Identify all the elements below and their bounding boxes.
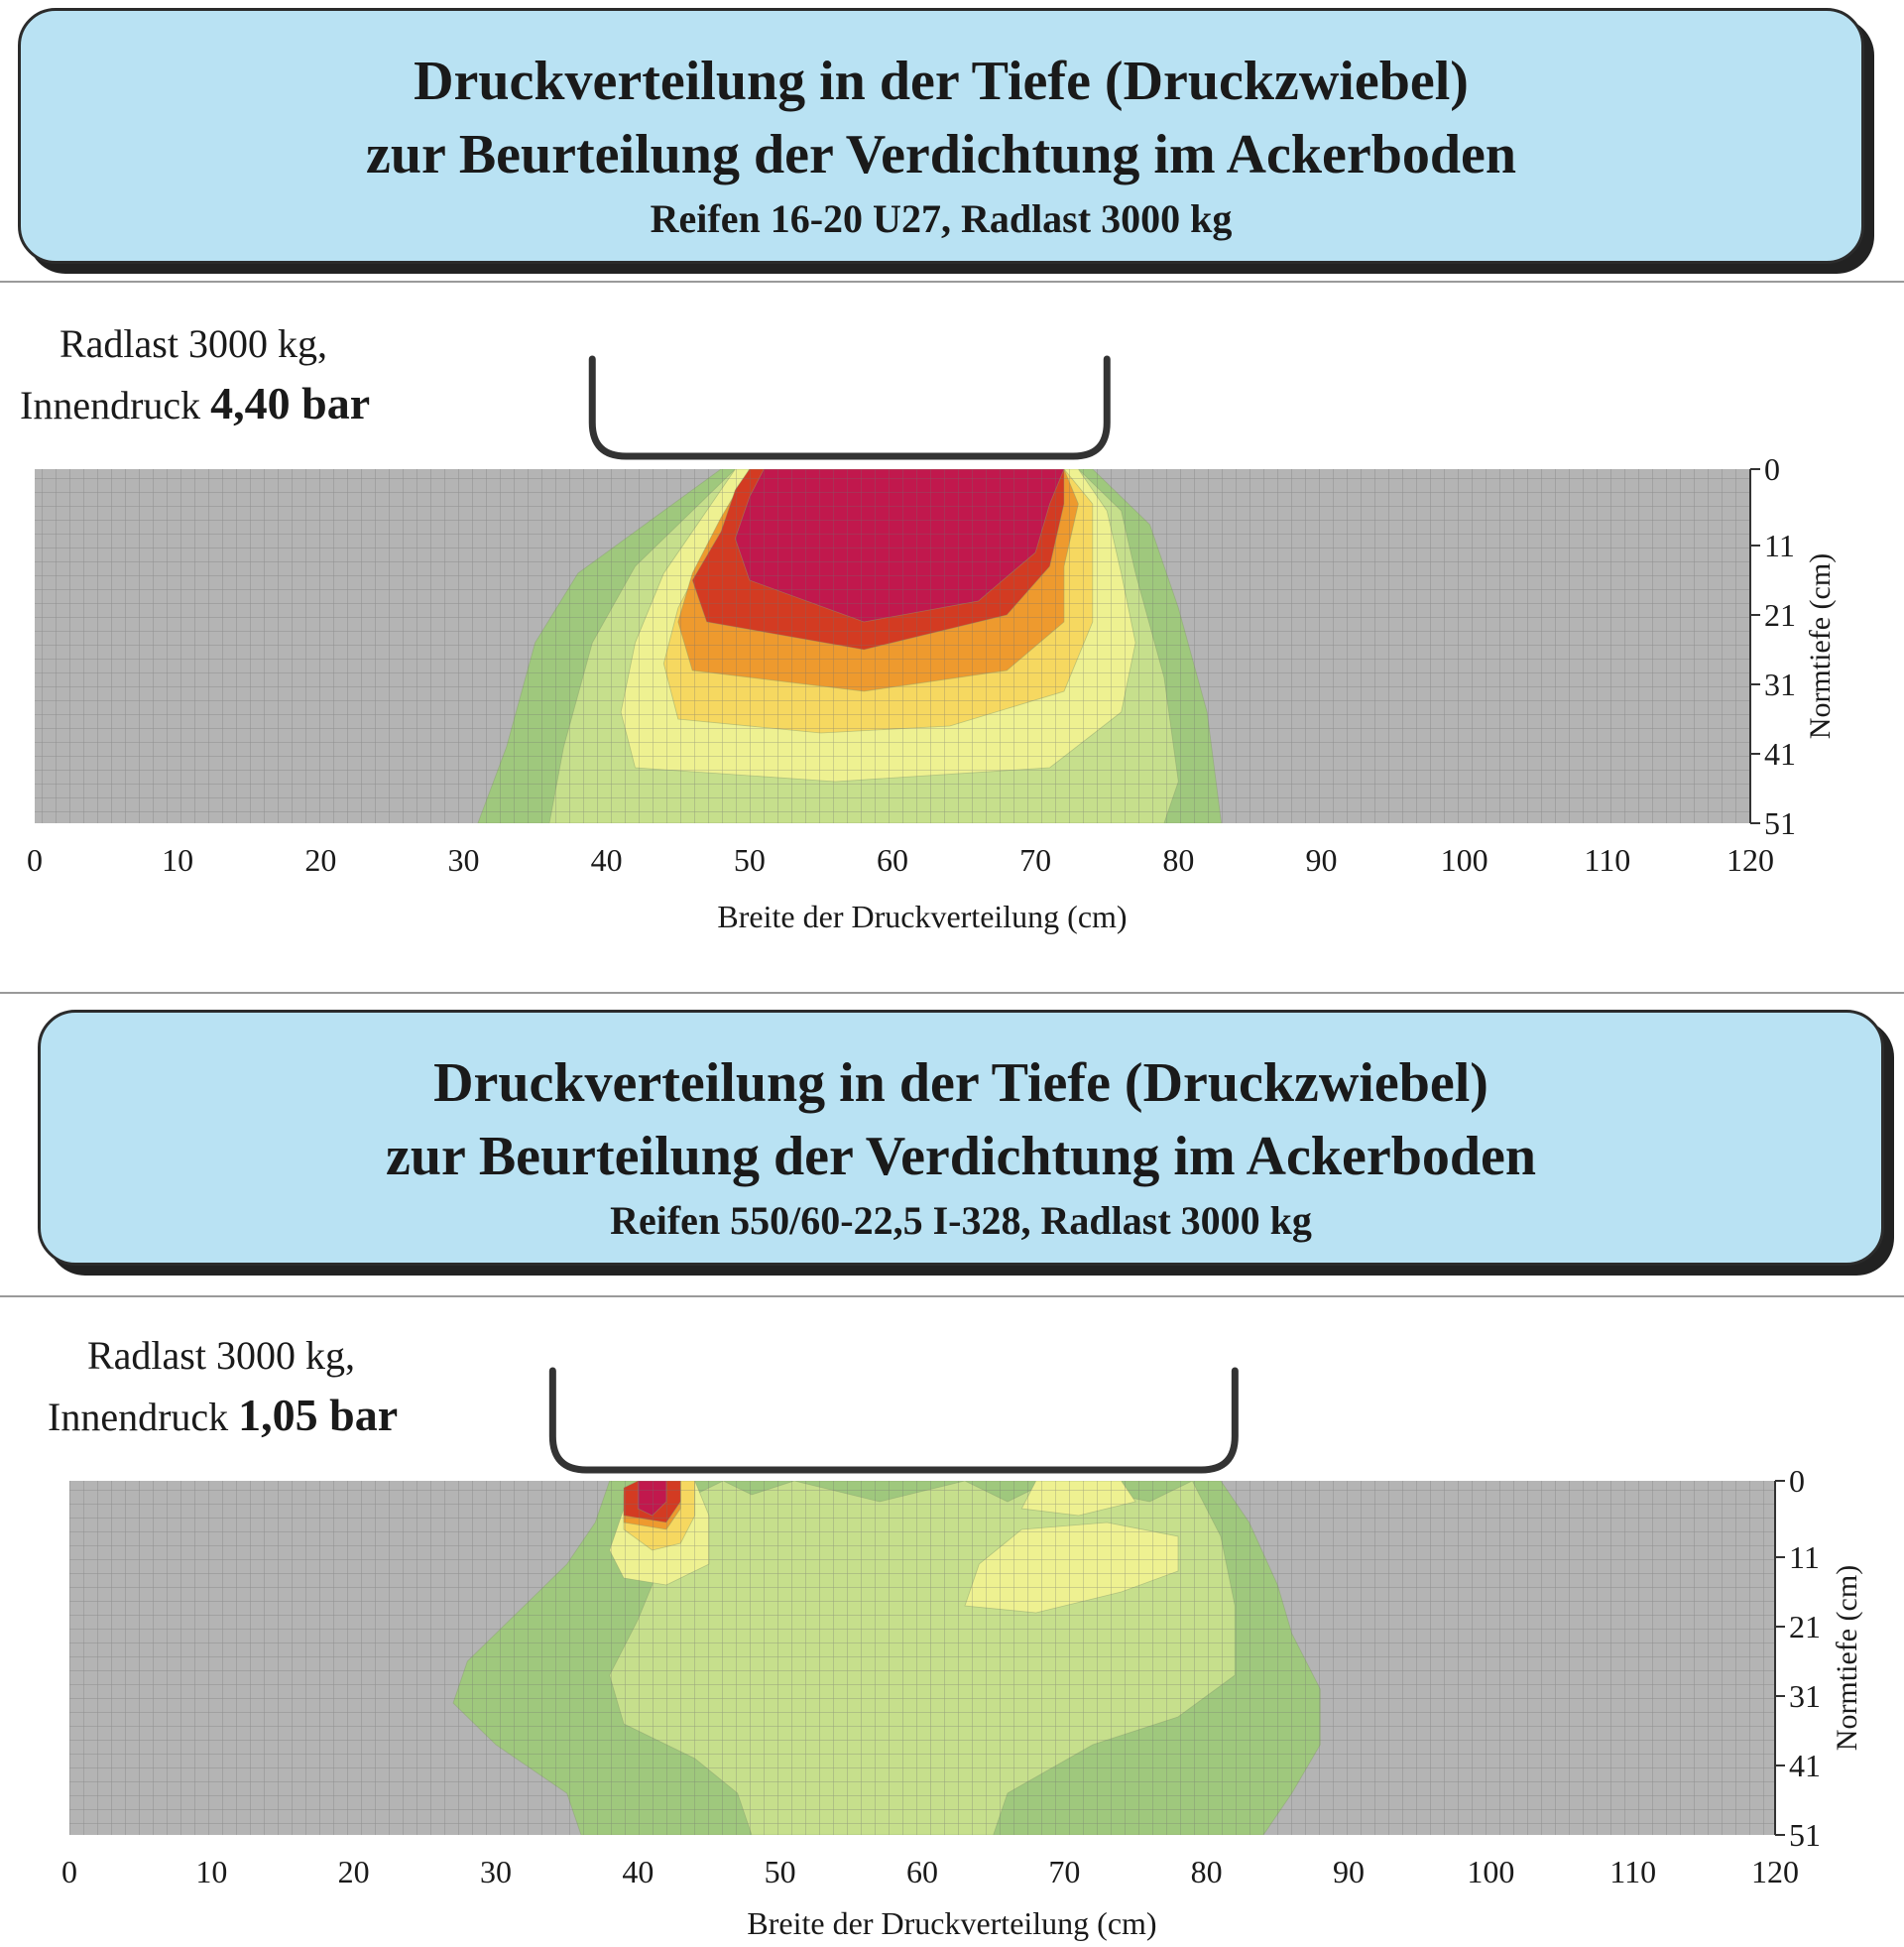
chart1-x-tick-110: 110 [1584, 842, 1630, 878]
chart2-x-tick-100: 100 [1467, 1854, 1514, 1889]
chart2-x-tick-10: 10 [195, 1854, 227, 1889]
chart1-y-tick-31: 31 [1764, 667, 1796, 702]
chart1-x-tick-20: 20 [304, 842, 336, 878]
chart2-annotation-line-1: Radlast 3000 kg, [87, 1333, 355, 1378]
chart1-title-box: Druckverteilung in der Tiefe (Druckzwieb… [18, 8, 1864, 264]
chart2-y-axis-label: Normtiefe (cm) [1831, 1565, 1863, 1751]
chart1-title-line-1: Druckverteilung in der Tiefe (Druckzwieb… [414, 51, 1469, 112]
chart1-x-tick-120: 120 [1726, 842, 1774, 878]
chart2-x-tick-120: 120 [1751, 1854, 1799, 1889]
chart2-y-tick-51: 51 [1789, 1817, 1821, 1853]
chart2-y-tick-31: 31 [1789, 1678, 1821, 1714]
chart1-x-tick-80: 80 [1162, 842, 1194, 878]
chart2-x-tick-20: 20 [338, 1854, 370, 1889]
chart2-tire-outline [548, 1367, 1239, 1474]
chart2-y-tick-41: 41 [1789, 1748, 1821, 1783]
chart1-separator [0, 281, 1904, 283]
chart1-x-tick-90: 90 [1306, 842, 1338, 878]
chart2-title-line-2: zur Beurteilung der Verdichtung im Acker… [385, 1126, 1536, 1187]
chart2-subtitle: Reifen 550/60-22,5 I-328, Radlast 3000 k… [610, 1198, 1312, 1243]
chart1-y-tick-51: 51 [1764, 805, 1796, 841]
chart2-x-tick-90: 90 [1333, 1854, 1365, 1889]
chart1-x-axis-label: Breite der Druckverteilung (cm) [717, 899, 1127, 934]
chart1-annotation-pressure: 4,40 bar [210, 378, 370, 428]
chart1-tire-outline [588, 355, 1111, 460]
chart2-x-tick-60: 60 [906, 1854, 938, 1889]
chart2-plot: Radlast 3000 kg, Innendruck 1,05 bar 0 10 20… [48, 1333, 1863, 1941]
chart1-annotation-line-2: Innendruck 4,40 bar [20, 378, 370, 428]
chart1-x-tick-40: 40 [591, 842, 623, 878]
chart1-x-tick-60: 60 [877, 842, 908, 878]
chart2-x-tick-0: 0 [61, 1854, 77, 1889]
chart1-x-tick-30: 30 [448, 842, 480, 878]
chart2-grid [69, 1481, 1775, 1835]
chart2-title-box: Druckverteilung in der Tiefe (Druckzwieb… [38, 1010, 1884, 1266]
chart1-x-tick-10: 10 [162, 842, 193, 878]
chart1-x-tick-0: 0 [27, 842, 43, 878]
chart2-y-tick-21: 21 [1789, 1609, 1821, 1644]
chart1-x-tick-70: 70 [1019, 842, 1051, 878]
chart1-x-tick-50: 50 [734, 842, 766, 878]
chart2-x-tick-70: 70 [1048, 1854, 1080, 1889]
chart2-annotation-pressure: 1,05 bar [238, 1390, 398, 1440]
chart1-y-tick-11: 11 [1764, 528, 1795, 563]
chart1-annotation-prefix: Innendruck [20, 383, 210, 427]
chart1-plot: Radlast 3000 kg, Innendruck 4,40 bar 0 10 20… [20, 321, 1837, 934]
chart1-y-axis-label: Normtiefe (cm) [1804, 553, 1837, 739]
chart1-x-tick-100: 100 [1441, 842, 1488, 878]
section-separator [0, 992, 1904, 994]
chart1-y-tick-0: 0 [1764, 451, 1780, 487]
chart2-y-tick-0: 0 [1789, 1463, 1805, 1499]
chart1-grid [35, 469, 1750, 823]
chart1-y-tick-21: 21 [1764, 597, 1796, 633]
chart1-annotation-line-1: Radlast 3000 kg, [60, 321, 327, 366]
chart2-x-axis-label: Breite der Druckverteilung (cm) [747, 1905, 1156, 1941]
chart2-x-tick-40: 40 [622, 1854, 654, 1889]
chart1-title-line-2: zur Beurteilung der Verdichtung im Acker… [365, 124, 1516, 185]
chart2-y-tick-11: 11 [1789, 1539, 1820, 1575]
chart1-y-tick-41: 41 [1764, 736, 1796, 772]
chart1-subtitle: Reifen 16-20 U27, Radlast 3000 kg [650, 196, 1233, 241]
chart2-title-line-1: Druckverteilung in der Tiefe (Druckzwieb… [433, 1052, 1488, 1114]
chart2-separator [0, 1295, 1904, 1297]
chart2-annotation-line-2: Innendruck 1,05 bar [48, 1390, 398, 1440]
chart2-annotation-prefix: Innendruck [48, 1395, 238, 1439]
chart2-x-tick-80: 80 [1191, 1854, 1223, 1889]
chart2-x-tick-50: 50 [765, 1854, 796, 1889]
chart2-x-tick-110: 110 [1609, 1854, 1656, 1889]
chart2-x-tick-30: 30 [480, 1854, 512, 1889]
